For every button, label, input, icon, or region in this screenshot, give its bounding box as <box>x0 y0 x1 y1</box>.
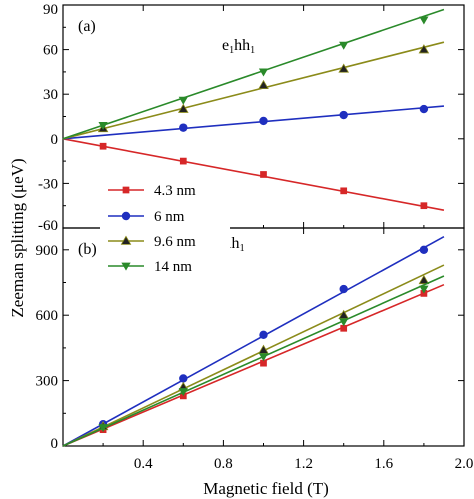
x-tick-label: 1.6 <box>374 456 393 472</box>
legend-entry: 4.3 nm <box>154 183 196 199</box>
data-point-a <box>258 79 269 90</box>
legend-marker <box>121 211 131 221</box>
x-tick-label: 0.8 <box>214 456 233 472</box>
fit-line-a <box>62 8 445 140</box>
panel-label-b: (b) <box>78 241 97 258</box>
transition-part: 1 <box>250 45 255 56</box>
data-point-b <box>259 330 268 340</box>
y-axis-label: Zeeman splitting (μeV) <box>8 158 27 317</box>
y-tick-label-b: 0 <box>51 436 59 452</box>
transition-part: e <box>222 37 229 54</box>
y-tick-label-a: -60 <box>38 218 58 234</box>
legend-background <box>100 176 230 278</box>
fit-line-b <box>62 283 445 447</box>
transition-part: lh <box>227 235 239 252</box>
y-tick-label-a: 30 <box>43 87 58 103</box>
y-tick-label-a: 60 <box>43 43 58 59</box>
data-point-a <box>179 123 188 132</box>
x-tick-label: 0.4 <box>134 456 153 472</box>
data-point-a <box>99 142 107 150</box>
data-point-b <box>260 359 267 367</box>
data-point-a <box>258 68 269 77</box>
data-point-b <box>98 424 108 433</box>
data-point-a <box>178 96 188 105</box>
data-point-b <box>419 245 429 254</box>
transition-part: 1 <box>229 45 234 56</box>
data-point-a <box>339 110 348 120</box>
data-point-a <box>177 103 189 113</box>
data-point-a <box>338 63 350 73</box>
transition-part: hh <box>234 37 250 54</box>
data-point-a <box>260 171 267 178</box>
y-tick-label-a: -30 <box>38 176 58 192</box>
legend-entry: 14 nm <box>154 259 192 275</box>
x-tick-label: 2.0 <box>455 456 474 472</box>
fit-line-b <box>62 264 445 447</box>
data-point-a <box>420 202 428 210</box>
data-point-b <box>340 324 348 332</box>
legend-marker <box>120 235 132 245</box>
data-point-a <box>418 44 430 54</box>
y-tick-label-b: 900 <box>36 243 59 259</box>
data-point-b <box>179 374 188 383</box>
transition-label-a: e1hh1 <box>222 37 255 56</box>
transition-part: 1 <box>240 243 245 254</box>
legend: 4.3 nm 6 nm 9.6 nm 14 nm <box>100 176 230 278</box>
y-tick-label-b: 600 <box>36 308 59 324</box>
data-point-a <box>98 122 108 131</box>
data-point-b <box>339 284 348 294</box>
y-tick-label-b: 300 <box>36 374 59 390</box>
fit-line-a <box>62 41 445 140</box>
data-point-b <box>419 285 429 294</box>
data-point-b <box>178 388 188 397</box>
legend-entry: 6 nm <box>154 209 185 225</box>
data-point-a <box>179 157 187 165</box>
y-tick-label-a: 0 <box>51 132 59 148</box>
legend-entry: 9.6 nm <box>154 234 196 250</box>
panel-label-a: (a) <box>78 18 96 35</box>
fit-line-b <box>62 275 445 447</box>
legend-marker <box>122 186 130 194</box>
legend-marker <box>121 262 131 271</box>
data-point-a <box>339 41 349 50</box>
data-point-b <box>339 318 349 327</box>
fit-line-a <box>62 138 445 211</box>
data-point-a <box>419 104 429 114</box>
x-axis-label: Magnetic field (T) <box>203 479 329 498</box>
data-point-a <box>419 16 429 25</box>
data-point-b <box>258 353 269 362</box>
fit-line-b <box>62 236 445 447</box>
y-tick-label-a: 90 <box>43 2 58 18</box>
data-point-a <box>340 187 348 195</box>
data-point-b <box>418 274 430 285</box>
data-point-a <box>259 116 268 126</box>
fit-line-a <box>62 105 445 140</box>
x-tick-label: 1.2 <box>294 456 313 472</box>
